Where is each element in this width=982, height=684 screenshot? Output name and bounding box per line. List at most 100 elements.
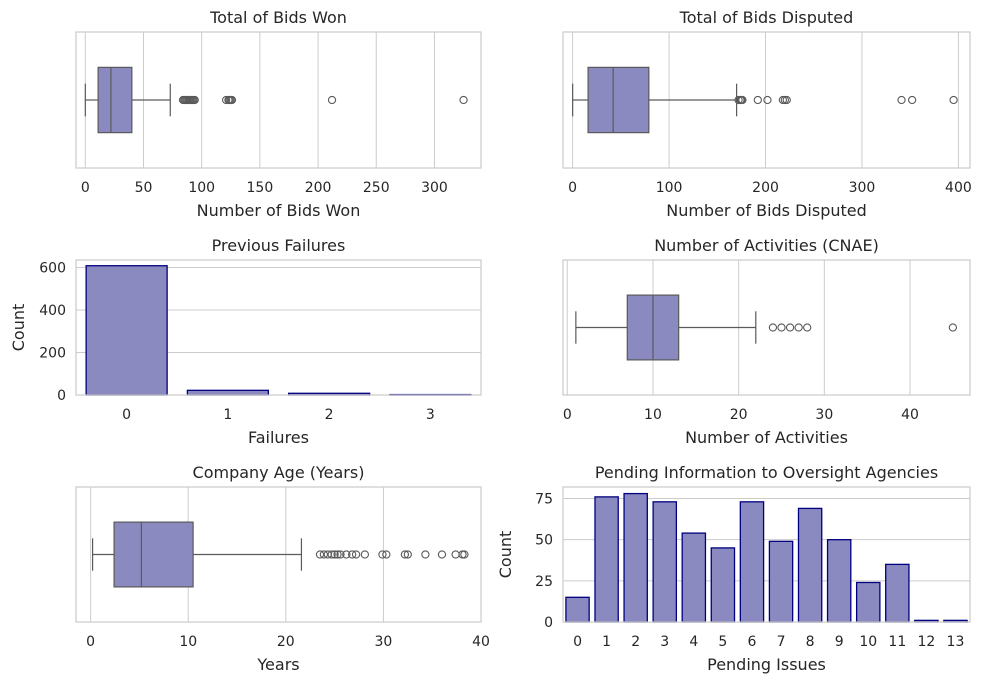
- bar: [186, 389, 270, 396]
- chart-title: Total of Bids Disputed: [679, 8, 854, 27]
- outlier-point: [949, 95, 958, 105]
- plot-frame: [562, 259, 971, 396]
- bar: [565, 596, 590, 623]
- outlier-point: [782, 95, 791, 105]
- x-tick-label: 4: [689, 634, 698, 650]
- plot-frame: [75, 259, 482, 396]
- bar: [710, 547, 736, 623]
- x-tick-label: 2: [325, 407, 334, 423]
- outlier-point: [459, 95, 468, 105]
- outlier-point: [315, 550, 325, 559]
- x-tick-label: 0: [573, 634, 582, 650]
- x-tick-label: 30: [815, 407, 833, 423]
- outlier-point: [348, 550, 357, 559]
- chart-panel-4: 0 10 20 30 40 Number of Activities (CNAE) Numb…: [562, 236, 971, 447]
- outlier-point: [451, 550, 460, 559]
- x-tick-label: 20: [730, 407, 748, 423]
- x-tick-label: 1: [223, 407, 232, 423]
- x-tick-label: 30: [374, 634, 392, 650]
- x-tick-label: 3: [426, 407, 435, 423]
- x-tick-label: 50: [135, 180, 153, 196]
- y-tick-label: 0: [544, 615, 553, 631]
- y-axis-label: Count: [496, 531, 515, 579]
- bar: [623, 492, 648, 623]
- x-tick-label: 9: [835, 634, 844, 650]
- x-axis-label: Failures: [248, 428, 309, 447]
- y-axis-label: Count: [9, 304, 28, 352]
- y-tick-label: 200: [39, 345, 66, 361]
- outlier-point: [327, 550, 336, 559]
- outlier-point: [803, 323, 812, 332]
- x-axis-label: Number of Bids Won: [197, 201, 361, 220]
- y-tick-label: 400: [39, 303, 66, 319]
- outlier-point: [437, 550, 447, 559]
- chart-panel-3: 0 200 400 600 0 1 2 3 Count Previous Failures Fail…: [9, 236, 482, 447]
- x-tick-label: 300: [849, 180, 876, 196]
- x-tick-label: 300: [421, 180, 448, 196]
- plot-frame: [562, 31, 971, 169]
- plot-frame: [562, 486, 971, 623]
- x-tick-label: 0: [563, 407, 572, 423]
- x-tick-label: 3: [660, 634, 669, 650]
- x-tick-label: 0: [122, 407, 131, 423]
- chart-title: Company Age (Years): [193, 463, 365, 482]
- x-axis-label: Years: [256, 655, 299, 674]
- x-tick-label: 40: [472, 634, 490, 650]
- x-tick-label: 400: [945, 180, 972, 196]
- outlier-point: [382, 550, 391, 559]
- box-iqr: [97, 66, 133, 134]
- outlier-point: [777, 323, 786, 332]
- outlier-point: [333, 550, 342, 559]
- outlier-point: [794, 323, 803, 332]
- chart-title: Pending Information to Oversight Agencie…: [595, 463, 938, 482]
- outlier-point: [768, 323, 778, 332]
- x-tick-label: 100: [188, 180, 215, 196]
- x-tick-label: 20: [277, 634, 295, 650]
- plot-frame: [75, 486, 482, 623]
- bar: [681, 532, 707, 623]
- x-tick-label: 10: [179, 634, 197, 650]
- outlier-point: [360, 550, 370, 559]
- bar: [85, 265, 168, 396]
- outlier-point: [763, 95, 772, 105]
- y-tick-label: 0: [57, 388, 66, 404]
- x-axis-label: Pending Issues: [707, 655, 826, 674]
- outlier-point: [342, 550, 351, 559]
- outlier-point: [227, 95, 237, 105]
- outlier-point: [351, 550, 361, 559]
- x-tick-label: 200: [305, 180, 332, 196]
- y-tick-label: 50: [535, 533, 553, 549]
- x-tick-label: 1: [602, 634, 611, 650]
- outlier-point: [403, 550, 412, 559]
- x-tick-label: 0: [568, 180, 577, 196]
- x-tick-label: 6: [748, 634, 757, 650]
- x-tick-label: 10: [859, 634, 877, 650]
- chart-panel-2: 0 100 200 300 400 Total of Bids Disputed Numbe…: [562, 8, 972, 220]
- chart-panel-5: 0 10 20 30 40 Company Age (Years) Years: [75, 463, 490, 674]
- chart-panel-1: 0 50 100 150 200 250 300 Total of Bids Won Numbe…: [75, 8, 482, 220]
- bar: [885, 563, 910, 623]
- outlier-point: [460, 550, 469, 559]
- x-tick-label: 0: [86, 634, 95, 650]
- outlier-point: [785, 323, 795, 332]
- x-axis-label: Number of Activities: [685, 428, 848, 447]
- x-tick-label: 11: [888, 634, 906, 650]
- bar: [826, 539, 852, 623]
- x-tick-label: 12: [917, 634, 935, 650]
- bar: [797, 507, 823, 623]
- bar: [855, 581, 881, 623]
- x-tick-label: 150: [247, 180, 274, 196]
- outlier-point: [421, 550, 430, 559]
- y-tick-label: 600: [39, 260, 66, 276]
- x-tick-label: 5: [718, 634, 727, 650]
- box-iqr: [113, 521, 194, 588]
- outlier-point: [319, 550, 329, 559]
- outlier-point: [378, 550, 387, 559]
- chart-title: Previous Failures: [212, 236, 346, 255]
- outlier-point: [907, 95, 917, 105]
- y-tick-label: 75: [535, 492, 553, 508]
- x-tick-label: 0: [81, 180, 90, 196]
- chart-title: Number of Activities (CNAE): [654, 236, 879, 255]
